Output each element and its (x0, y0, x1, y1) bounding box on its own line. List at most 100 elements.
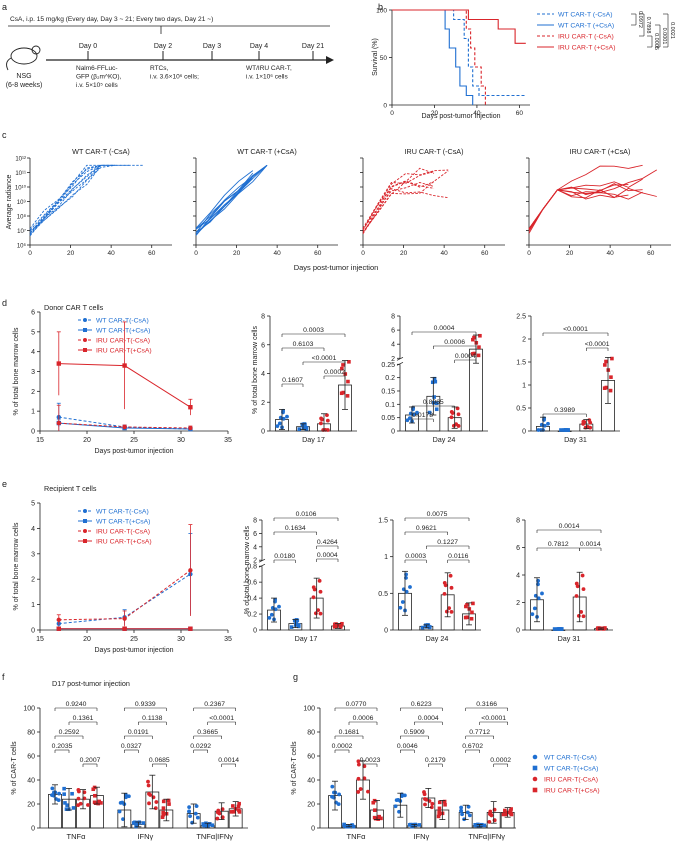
data-point (161, 799, 166, 804)
data-point (437, 812, 442, 817)
grouped-pvalue-label: 0.0770 (346, 701, 367, 708)
legend-marker (532, 754, 538, 760)
data-point (229, 810, 234, 814)
survival-x-tick-label: 40 (473, 110, 481, 117)
data-point (356, 776, 361, 781)
data-point (574, 594, 579, 598)
data-point (167, 802, 171, 806)
data-point (409, 822, 413, 827)
radiance-x-label: Days post-tumor injection (294, 263, 379, 272)
y-tick-label: 0.2 (247, 612, 257, 619)
data-point (82, 790, 87, 795)
data-point (456, 412, 461, 417)
grouped-pvalue-label: <0.0001 (481, 715, 506, 722)
data-point (289, 625, 294, 629)
data-point (86, 803, 90, 807)
pvalue-label: 0.0003 (405, 553, 426, 560)
grouped-pvalue-label: 0.0002 (332, 743, 353, 750)
grouped-pvalue-label: 0.6702 (462, 743, 483, 750)
grouped-pvalue-label: 0.6223 (411, 701, 432, 708)
data-point (575, 584, 580, 589)
data-point (587, 418, 592, 423)
data-point (56, 361, 61, 366)
radiance-mouse-line (362, 167, 435, 233)
y-tick-label: 1 (31, 409, 35, 416)
y-tick-label: 40 (307, 778, 315, 785)
data-point (559, 428, 563, 432)
radiance-mouse-line (29, 164, 144, 237)
bar-panel-title: Day 24 (426, 634, 449, 643)
y-tick-label: 8 (253, 518, 257, 525)
data-point (71, 806, 76, 810)
bar-panel-title: Day 17 (302, 435, 325, 444)
data-point (311, 595, 316, 600)
data-point (320, 417, 324, 422)
data-point (330, 794, 334, 799)
data-point (340, 621, 344, 626)
legend-label: WT CAR-T(-CsA) (544, 755, 597, 762)
radiance-x-tick-label: 60 (148, 250, 156, 257)
data-point (56, 617, 61, 623)
data-point (455, 406, 460, 411)
data-point (467, 813, 472, 818)
legend-marker (83, 318, 87, 322)
data-point (488, 812, 493, 817)
data-point (345, 394, 350, 398)
grouped-pvalue-label: 0.0006 (353, 715, 374, 722)
legend-label: IRU CAR-T(-CsA) (96, 338, 150, 345)
data-point (437, 806, 442, 811)
data-point (297, 427, 302, 431)
data-point (313, 611, 318, 616)
x-tick-label: 35 (224, 437, 232, 444)
data-point (356, 759, 361, 764)
data-point (608, 388, 613, 393)
radiance-mouse-line (195, 172, 254, 234)
timeline-day-label: Day 3 (203, 43, 221, 50)
data-point (473, 822, 477, 827)
panel-label-a: a (2, 2, 7, 12)
data-point (93, 793, 97, 798)
data-point (411, 823, 416, 828)
day0-description: i.v. 5×10⁵ cells (76, 82, 119, 89)
legend-marker (83, 539, 87, 543)
legend-label: WT CAR-T(+CsA) (96, 519, 150, 526)
data-point (442, 592, 447, 596)
data-point (188, 405, 193, 410)
data-point (469, 616, 474, 621)
x-tick-label: 25 (130, 437, 138, 444)
data-point (582, 420, 587, 425)
data-point (477, 345, 481, 349)
data-point (301, 425, 306, 430)
radiance-x-tick-label: 20 (566, 250, 574, 257)
data-point (346, 379, 350, 384)
data-point (604, 359, 608, 364)
data-point (96, 801, 100, 806)
y-tick-label: 6 (261, 342, 265, 349)
data-point (470, 610, 474, 615)
panel-label-b: b (378, 2, 383, 12)
y-tick-label: 2 (253, 558, 257, 565)
data-point (371, 800, 376, 805)
data-point (65, 803, 69, 807)
protocol-title: CsA, i.p. 15 mg/kg (Every day, Day 3 ~ 2… (10, 16, 213, 23)
data-point (351, 824, 356, 829)
data-point (312, 587, 317, 592)
survival-series-line (392, 9, 526, 97)
y-tick-label: 6 (31, 310, 35, 317)
data-point (330, 784, 335, 789)
data-point (471, 337, 475, 342)
survival-y-tick-label: 100 (376, 8, 387, 15)
mouse-sublabel: (6-8 weeks) (6, 82, 43, 89)
data-point (56, 798, 61, 802)
data-point (434, 407, 439, 412)
grouped-category-label: TNFα|IFNγ (196, 832, 233, 841)
axis-break-mark (258, 558, 266, 563)
grouped-category-label: IFNγ (413, 832, 429, 841)
y-tick-label: 8 (261, 314, 265, 321)
data-point (442, 799, 447, 804)
y-tick-label: 5 (31, 329, 35, 336)
legend-marker (532, 765, 538, 771)
y-tick-label: 0 (31, 429, 35, 436)
x-tick-label: 15 (36, 636, 44, 643)
y-tick-label: 6 (253, 531, 257, 538)
